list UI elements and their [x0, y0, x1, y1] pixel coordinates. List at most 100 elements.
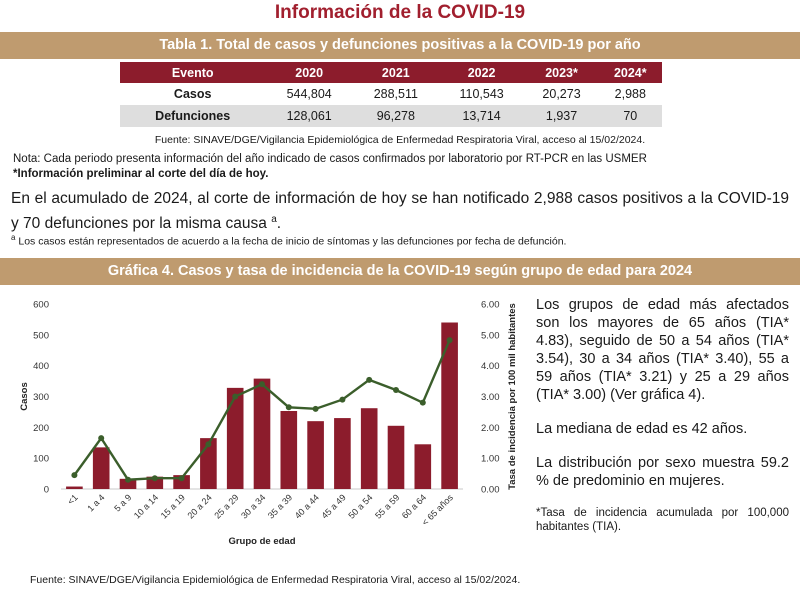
y-tick-label: 400	[33, 361, 49, 372]
footnote-text: Los casos están representados de acuerdo…	[15, 235, 567, 248]
rate-point	[366, 376, 373, 383]
table-cell: 70	[598, 105, 662, 127]
y-tick-label: 500	[33, 330, 49, 341]
note-preliminary: *Información preliminar al corte del día…	[13, 168, 269, 180]
y-tick-label: 100	[33, 454, 49, 465]
rate-point	[312, 405, 319, 412]
bar	[226, 387, 244, 489]
bar	[360, 408, 378, 489]
table-cell: 544,804	[265, 83, 353, 105]
y2-tick-label: 1.00	[481, 454, 500, 465]
note-line: Nota: Cada periodo presenta información …	[13, 153, 647, 165]
rate-point	[151, 475, 158, 482]
y2-tick-label: 4.00	[481, 361, 500, 372]
rate-point	[98, 435, 105, 442]
bar	[307, 421, 324, 489]
col-header: Evento	[120, 62, 266, 83]
bar	[414, 444, 432, 489]
x-tick-label: 55 a 59	[373, 492, 401, 520]
table-row: Defunciones 128,061 96,278 13,714 1,937 …	[120, 105, 662, 127]
x-tick-label: 25 a 29	[212, 492, 240, 520]
x-tick-label: 35 a 39	[266, 492, 294, 520]
rate-point	[205, 441, 212, 448]
x-axis-label: Grupo de edad	[228, 536, 295, 547]
table-cell: 20,273	[524, 83, 599, 105]
x-tick-label: 5 a 9	[112, 492, 133, 513]
chart-container: 0 100 200 300 400 500 600 0.00 1.00 2.00 3.00 4.00 5…	[5, 290, 525, 560]
y2-tick-label: 5.00	[481, 330, 500, 341]
table-cell: 288,511	[352, 83, 439, 105]
bar	[280, 410, 298, 489]
y2-tick-label: 3.00	[481, 392, 500, 403]
x-tick-label: 15 a 19	[159, 492, 187, 520]
x-tick-label: 1 a 4	[85, 492, 106, 513]
rate-point	[178, 475, 185, 482]
col-header: 2023*	[524, 62, 599, 83]
note: Nota: Cada periodo presenta información …	[13, 152, 647, 182]
rate-point	[285, 404, 292, 411]
accumulated-end: .	[276, 215, 282, 233]
x-tick-label: <1	[65, 492, 79, 506]
rate-point	[259, 381, 265, 388]
y2-tick-label: 2.00	[481, 423, 500, 434]
bar	[253, 378, 271, 489]
bar	[146, 476, 164, 489]
bar	[334, 418, 351, 489]
x-tick-label: 50 a 54	[346, 492, 374, 520]
side-text: Los grupos de edad más afectados son los…	[536, 296, 789, 550]
table-cell: 96,278	[352, 105, 439, 127]
rate-point	[71, 472, 78, 479]
table-cell: Casos	[120, 83, 266, 105]
accumulated-summary: En el acumulado de 2024, al corte de inf…	[11, 188, 789, 234]
table-row: Casos 544,804 288,511 110,543 20,273 2,9…	[120, 83, 662, 105]
footnote-a: a Los casos están representados de acuer…	[11, 233, 566, 248]
page-title: Información de la COVID-19	[274, 2, 526, 23]
chart-heading: Gráfica 4. Casos y tasa de incidencia de…	[0, 258, 800, 285]
side-paragraph: La mediana de edad es 42 años.	[536, 421, 748, 437]
col-header: 2020	[265, 62, 353, 83]
rate-point	[339, 396, 346, 403]
footnote-marker: a	[271, 214, 277, 225]
table-header-row: Evento 2020 2021 2022 2023* 2024*	[120, 62, 662, 83]
x-tick-label: 30 a 34	[239, 492, 267, 520]
y-tick-label: 200	[33, 423, 49, 434]
footnote-marker: a	[11, 233, 16, 242]
y-axis-label: Casos	[19, 382, 30, 411]
side-paragraph: Los grupos de edad más afectados son los…	[536, 297, 789, 403]
accumulated-text: En el acumulado de 2024, al corte de inf…	[11, 190, 789, 233]
table-cell: 2,988	[598, 83, 662, 105]
y2-tick-label: 0.00	[481, 485, 500, 496]
side-footnote: *Tasa de incidencia acumulada por 100,00…	[536, 507, 789, 533]
table-cell: 1,937	[524, 105, 599, 127]
side-paragraph: La distribución por sexo muestra 59.2 % …	[536, 455, 789, 489]
x-tick-label: 45 a 49	[320, 492, 348, 520]
y2-axis-label: Tasa de incidencia por 100 mil habitante…	[507, 303, 518, 490]
y2-tick-label: 6.00	[481, 300, 500, 311]
rate-point	[446, 337, 453, 344]
col-header: 2024*	[598, 62, 662, 83]
y-tick-label: 600	[33, 300, 49, 311]
rate-point	[125, 476, 131, 483]
rate-point	[393, 387, 399, 394]
bar	[92, 447, 110, 489]
table-cell: Defunciones	[120, 105, 266, 127]
cases-table: Evento 2020 2021 2022 2023* 2024* Casos …	[120, 62, 662, 127]
rate-point	[419, 399, 426, 406]
y-tick-label: 0	[44, 485, 49, 496]
bar	[66, 486, 83, 489]
x-tick-label: 40 a 44	[293, 492, 321, 520]
rate-point	[232, 393, 239, 400]
bar	[387, 425, 405, 489]
bar	[119, 478, 137, 489]
table-cell: 128,061	[265, 105, 353, 127]
age-group-chart: 0 100 200 300 400 500 600 0.00 1.00 2.00 3.00 4.00 5…	[19, 300, 518, 548]
table1-source: Fuente: SINAVE/DGE/Vigilancia Epidemioló…	[154, 134, 646, 146]
bar	[441, 322, 458, 489]
table1-heading: Tabla 1. Total de casos y defunciones po…	[0, 32, 800, 59]
col-header: 2021	[352, 62, 439, 83]
y-tick-label: 300	[33, 392, 49, 403]
table-cell: 110,543	[438, 83, 525, 105]
col-header: 2022	[438, 62, 525, 83]
table-cell: 13,714	[438, 105, 525, 127]
x-tick-label: 10 a 14	[132, 492, 160, 520]
